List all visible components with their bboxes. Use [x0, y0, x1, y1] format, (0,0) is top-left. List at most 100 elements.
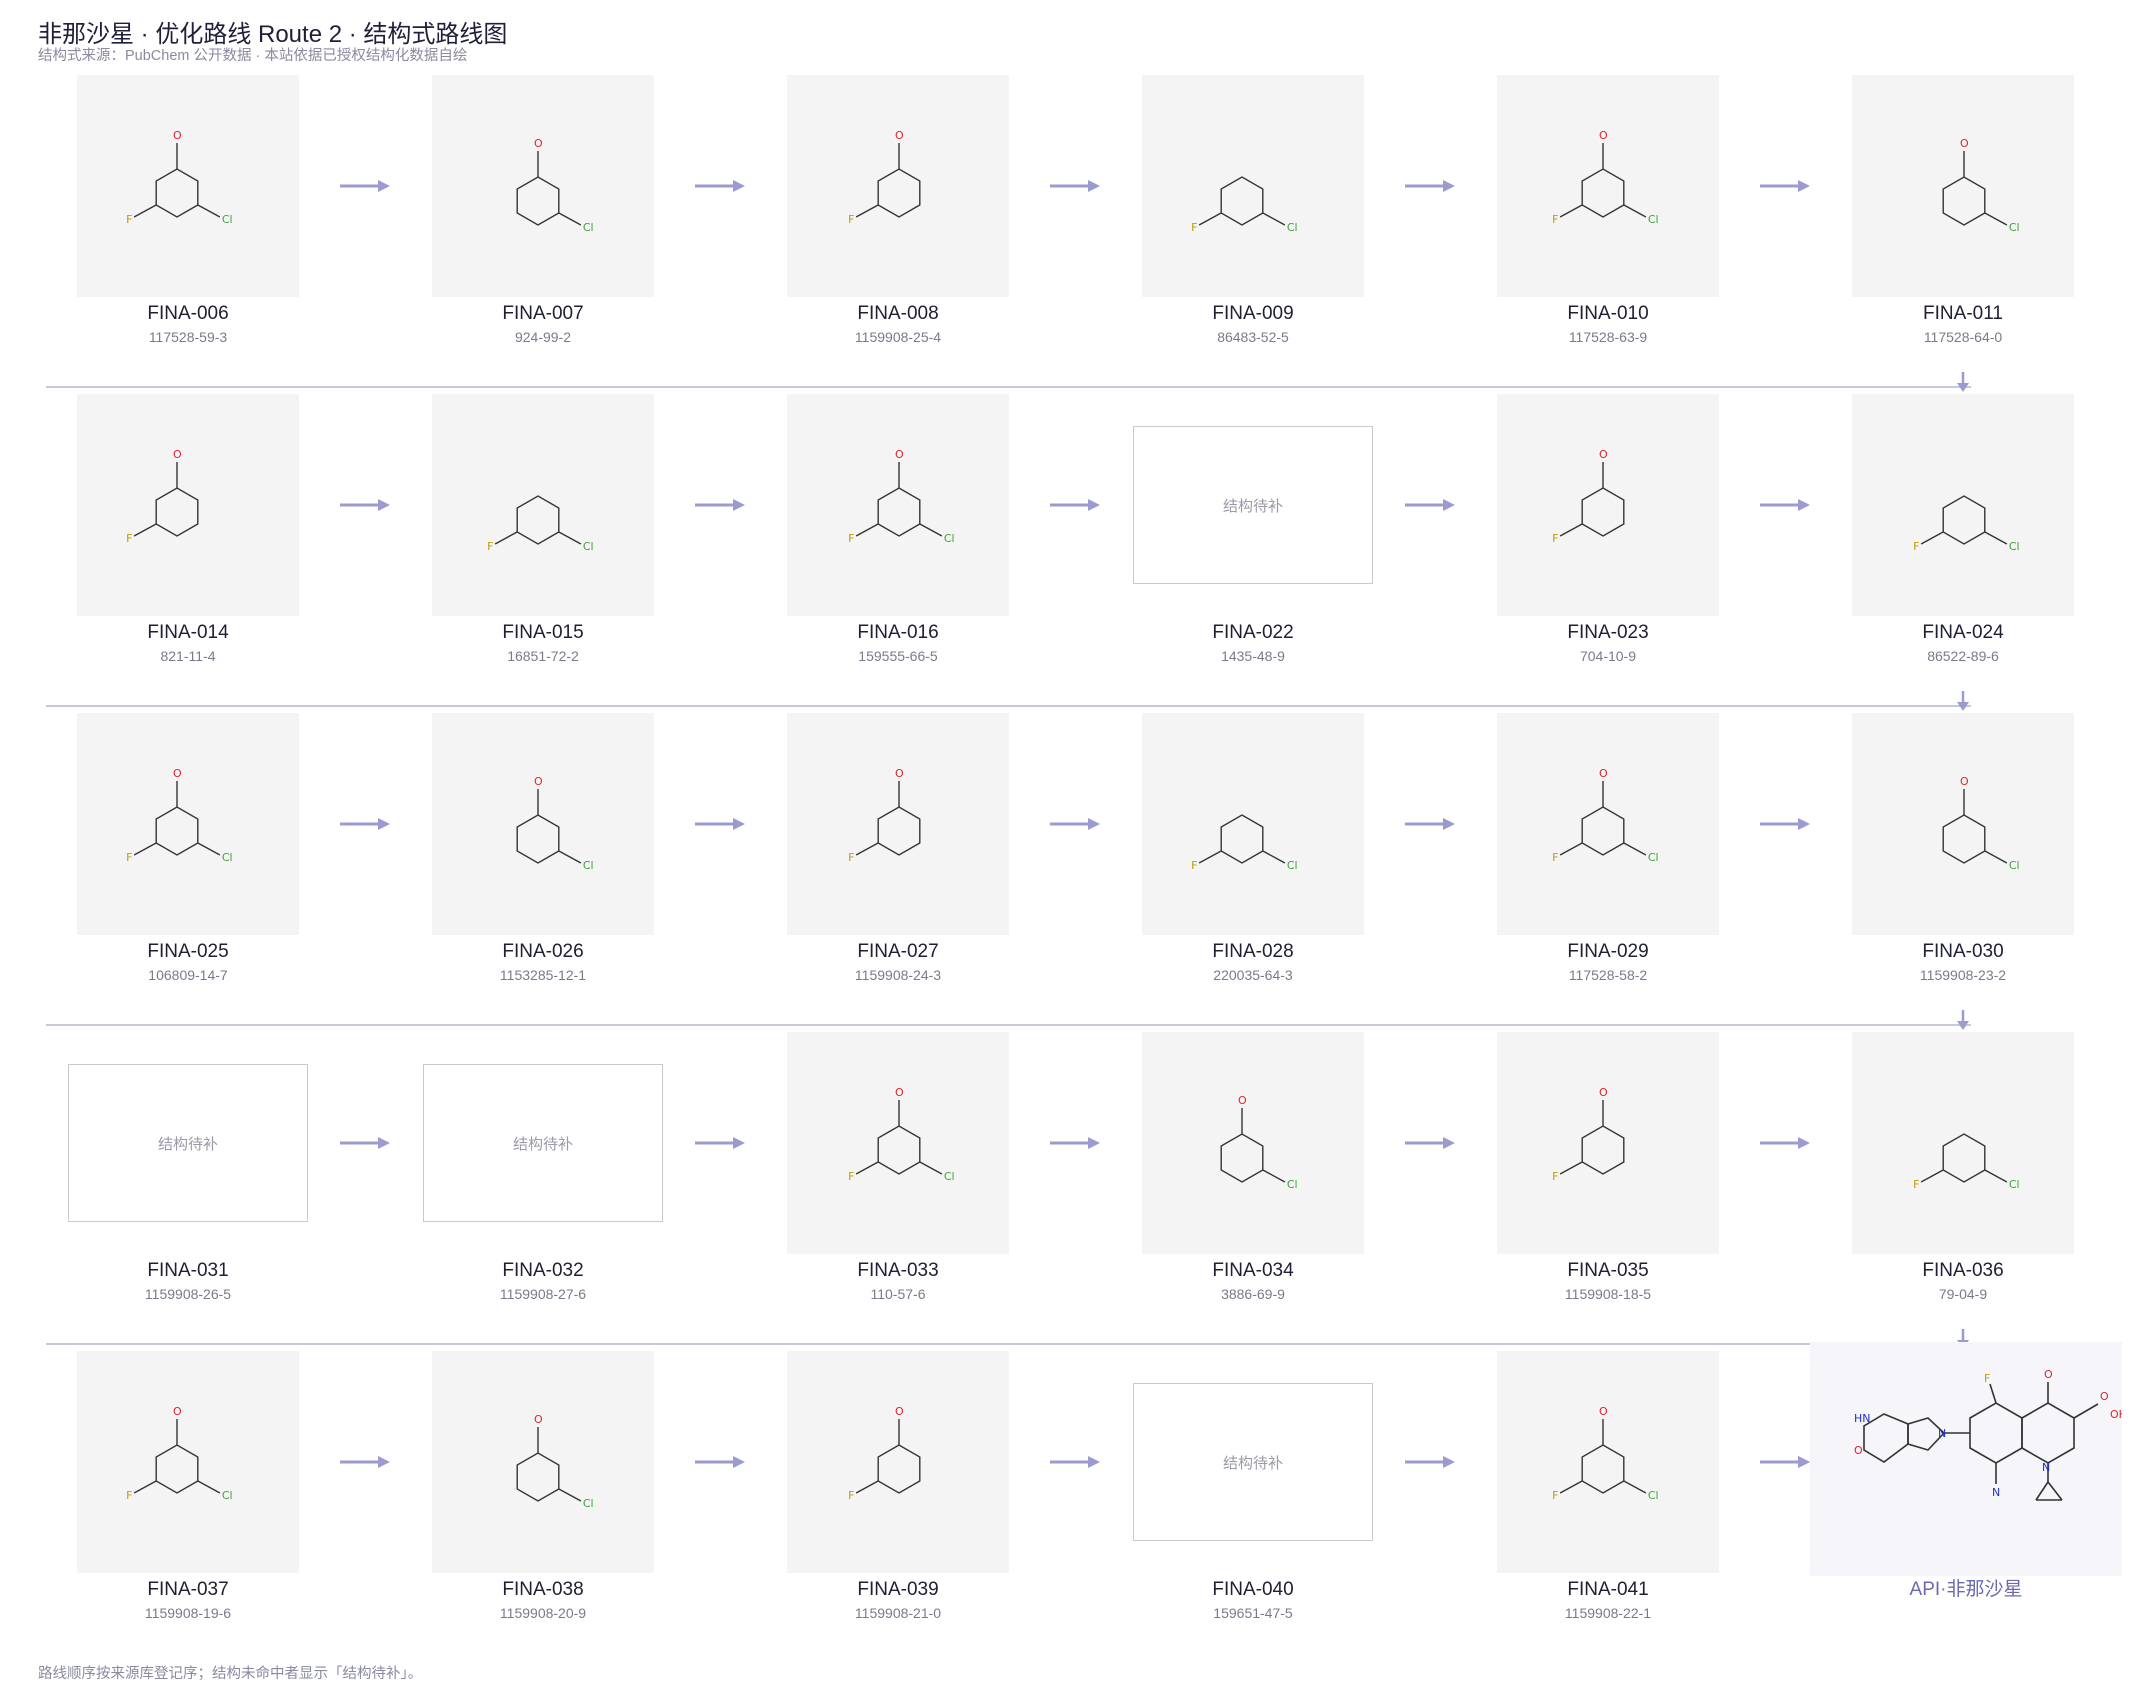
cas-number: 86522-89-6 [1927, 648, 1999, 664]
svg-text:O: O [1599, 1405, 1608, 1418]
svg-text:Cl: Cl [222, 1489, 233, 1502]
svg-text:F: F [126, 213, 132, 226]
svg-text:O: O [895, 448, 904, 461]
cas-number: 159651-47-5 [1213, 1605, 1293, 1621]
cas-number: 117528-58-2 [1568, 967, 1648, 983]
compound-code: FINA-041 [1567, 1579, 1649, 1600]
structure-image: O Cl F [77, 713, 299, 935]
compound-code: FINA-015 [502, 622, 584, 643]
compound-code: FINA-033 [857, 1260, 939, 1281]
cas-number: 1159908-20-9 [499, 1605, 587, 1621]
svg-text:O: O [1960, 775, 1969, 788]
compound-code: FINA-034 [1212, 1260, 1294, 1281]
svg-text:Cl: Cl [944, 1170, 955, 1183]
compound-code: FINA-031 [147, 1260, 229, 1281]
svg-text:Cl: Cl [944, 532, 955, 545]
right-arrow-icon [340, 818, 390, 830]
api-structure-panel: O O OH N N F N O HN [1810, 1342, 2127, 1576]
svg-text:O: O [895, 767, 904, 780]
down-arrow-icon [1957, 691, 1969, 711]
svg-text:Cl: Cl [222, 213, 233, 226]
page-title: 非那沙星 · 优化路线 Route 2 · 结构式路线图 [38, 21, 508, 48]
structure-image: O Cl [432, 713, 654, 935]
structure-placeholder: 结构待补 [1133, 1383, 1373, 1541]
cas-number: 821-11-4 [160, 648, 216, 664]
svg-text:Cl: Cl [583, 1497, 594, 1510]
svg-text:Cl: Cl [2009, 859, 2020, 872]
svg-text:F: F [848, 1170, 854, 1183]
svg-text:N: N [2042, 1461, 2050, 1474]
compound-code: FINA-032 [502, 1260, 584, 1281]
svg-text:O: O [534, 1413, 543, 1426]
compound-code: FINA-036 [1922, 1260, 2004, 1281]
cas-number: 79-04-9 [1938, 1286, 1988, 1302]
svg-text:O: O [173, 129, 182, 142]
down-arrow-icon [1957, 1010, 1969, 1030]
compound-code: FINA-035 [1567, 1260, 1649, 1281]
structure-image: Cl F [1852, 1032, 2074, 1254]
cas-number: 3886-69-9 [1221, 1286, 1285, 1302]
svg-text:O: O [895, 1086, 904, 1099]
right-arrow-icon [695, 1456, 745, 1468]
structure-placeholder: 结构待补 [68, 1064, 308, 1222]
compound-code: FINA-025 [147, 941, 229, 962]
svg-text:F: F [848, 213, 854, 226]
cas-number: 220035-64-3 [1213, 967, 1293, 983]
compound-code: FINA-037 [147, 1579, 229, 1600]
row-connector-line [46, 1024, 1971, 1026]
compound-code: FINA-022 [1212, 622, 1294, 643]
svg-text:Cl: Cl [1287, 1178, 1298, 1191]
compound-code: FINA-006 [147, 303, 229, 324]
right-arrow-icon [1760, 180, 1810, 192]
svg-text:F: F [848, 851, 854, 864]
down-arrow-icon [1957, 372, 1969, 392]
svg-text:O: O [1854, 1444, 1863, 1457]
svg-text:O: O [2100, 1390, 2109, 1403]
compound-code: FINA-024 [1922, 622, 2004, 643]
right-arrow-icon [1760, 1456, 1810, 1468]
structure-placeholder: 结构待补 [423, 1064, 663, 1222]
svg-text:O: O [895, 129, 904, 142]
right-arrow-icon [1405, 1456, 1455, 1468]
svg-text:Cl: Cl [583, 859, 594, 872]
compound-code: FINA-011 [1923, 303, 2003, 324]
footer-note: 路线顺序按来源库登记序；结构未命中者显示「结构待补」。 [38, 1666, 423, 1682]
structure-image: O Cl F [77, 1351, 299, 1573]
structure-image: Cl F [1142, 713, 1364, 935]
svg-text:N: N [1992, 1486, 2000, 1499]
svg-text:Cl: Cl [1648, 851, 1659, 864]
svg-text:O: O [173, 767, 182, 780]
svg-text:O: O [1599, 1086, 1608, 1099]
right-arrow-icon [695, 499, 745, 511]
svg-text:F: F [1191, 221, 1197, 234]
right-arrow-icon [1405, 1137, 1455, 1149]
right-arrow-icon [1050, 1137, 1100, 1149]
structure-image: O Cl [1852, 75, 2074, 297]
compound-code: FINA-014 [147, 622, 229, 643]
compound-code: FINA-007 [502, 303, 584, 324]
structure-image: O Cl F [1497, 75, 1719, 297]
svg-text:F: F [126, 1489, 132, 1502]
right-arrow-icon [1760, 818, 1810, 830]
structure-image: O Cl [1852, 713, 2074, 935]
cas-number: 1159908-21-0 [854, 1605, 942, 1621]
svg-text:O: O [1960, 137, 1969, 150]
svg-text:F: F [848, 532, 854, 545]
right-arrow-icon [1050, 1456, 1100, 1468]
compound-code: FINA-030 [1922, 941, 2004, 962]
compound-code: FINA-029 [1567, 941, 1649, 962]
svg-text:F: F [848, 1489, 854, 1502]
svg-text:Cl: Cl [583, 540, 594, 553]
svg-text:F: F [1552, 213, 1558, 226]
svg-text:F: F [1191, 859, 1197, 872]
cas-number: 117528-64-0 [1923, 329, 2003, 345]
cas-number: 1159908-25-4 [854, 329, 942, 345]
structure-image: Cl F [432, 394, 654, 616]
cas-number: 117528-63-9 [1568, 329, 1648, 345]
compound-code: FINA-028 [1212, 941, 1294, 962]
right-arrow-icon [1050, 818, 1100, 830]
